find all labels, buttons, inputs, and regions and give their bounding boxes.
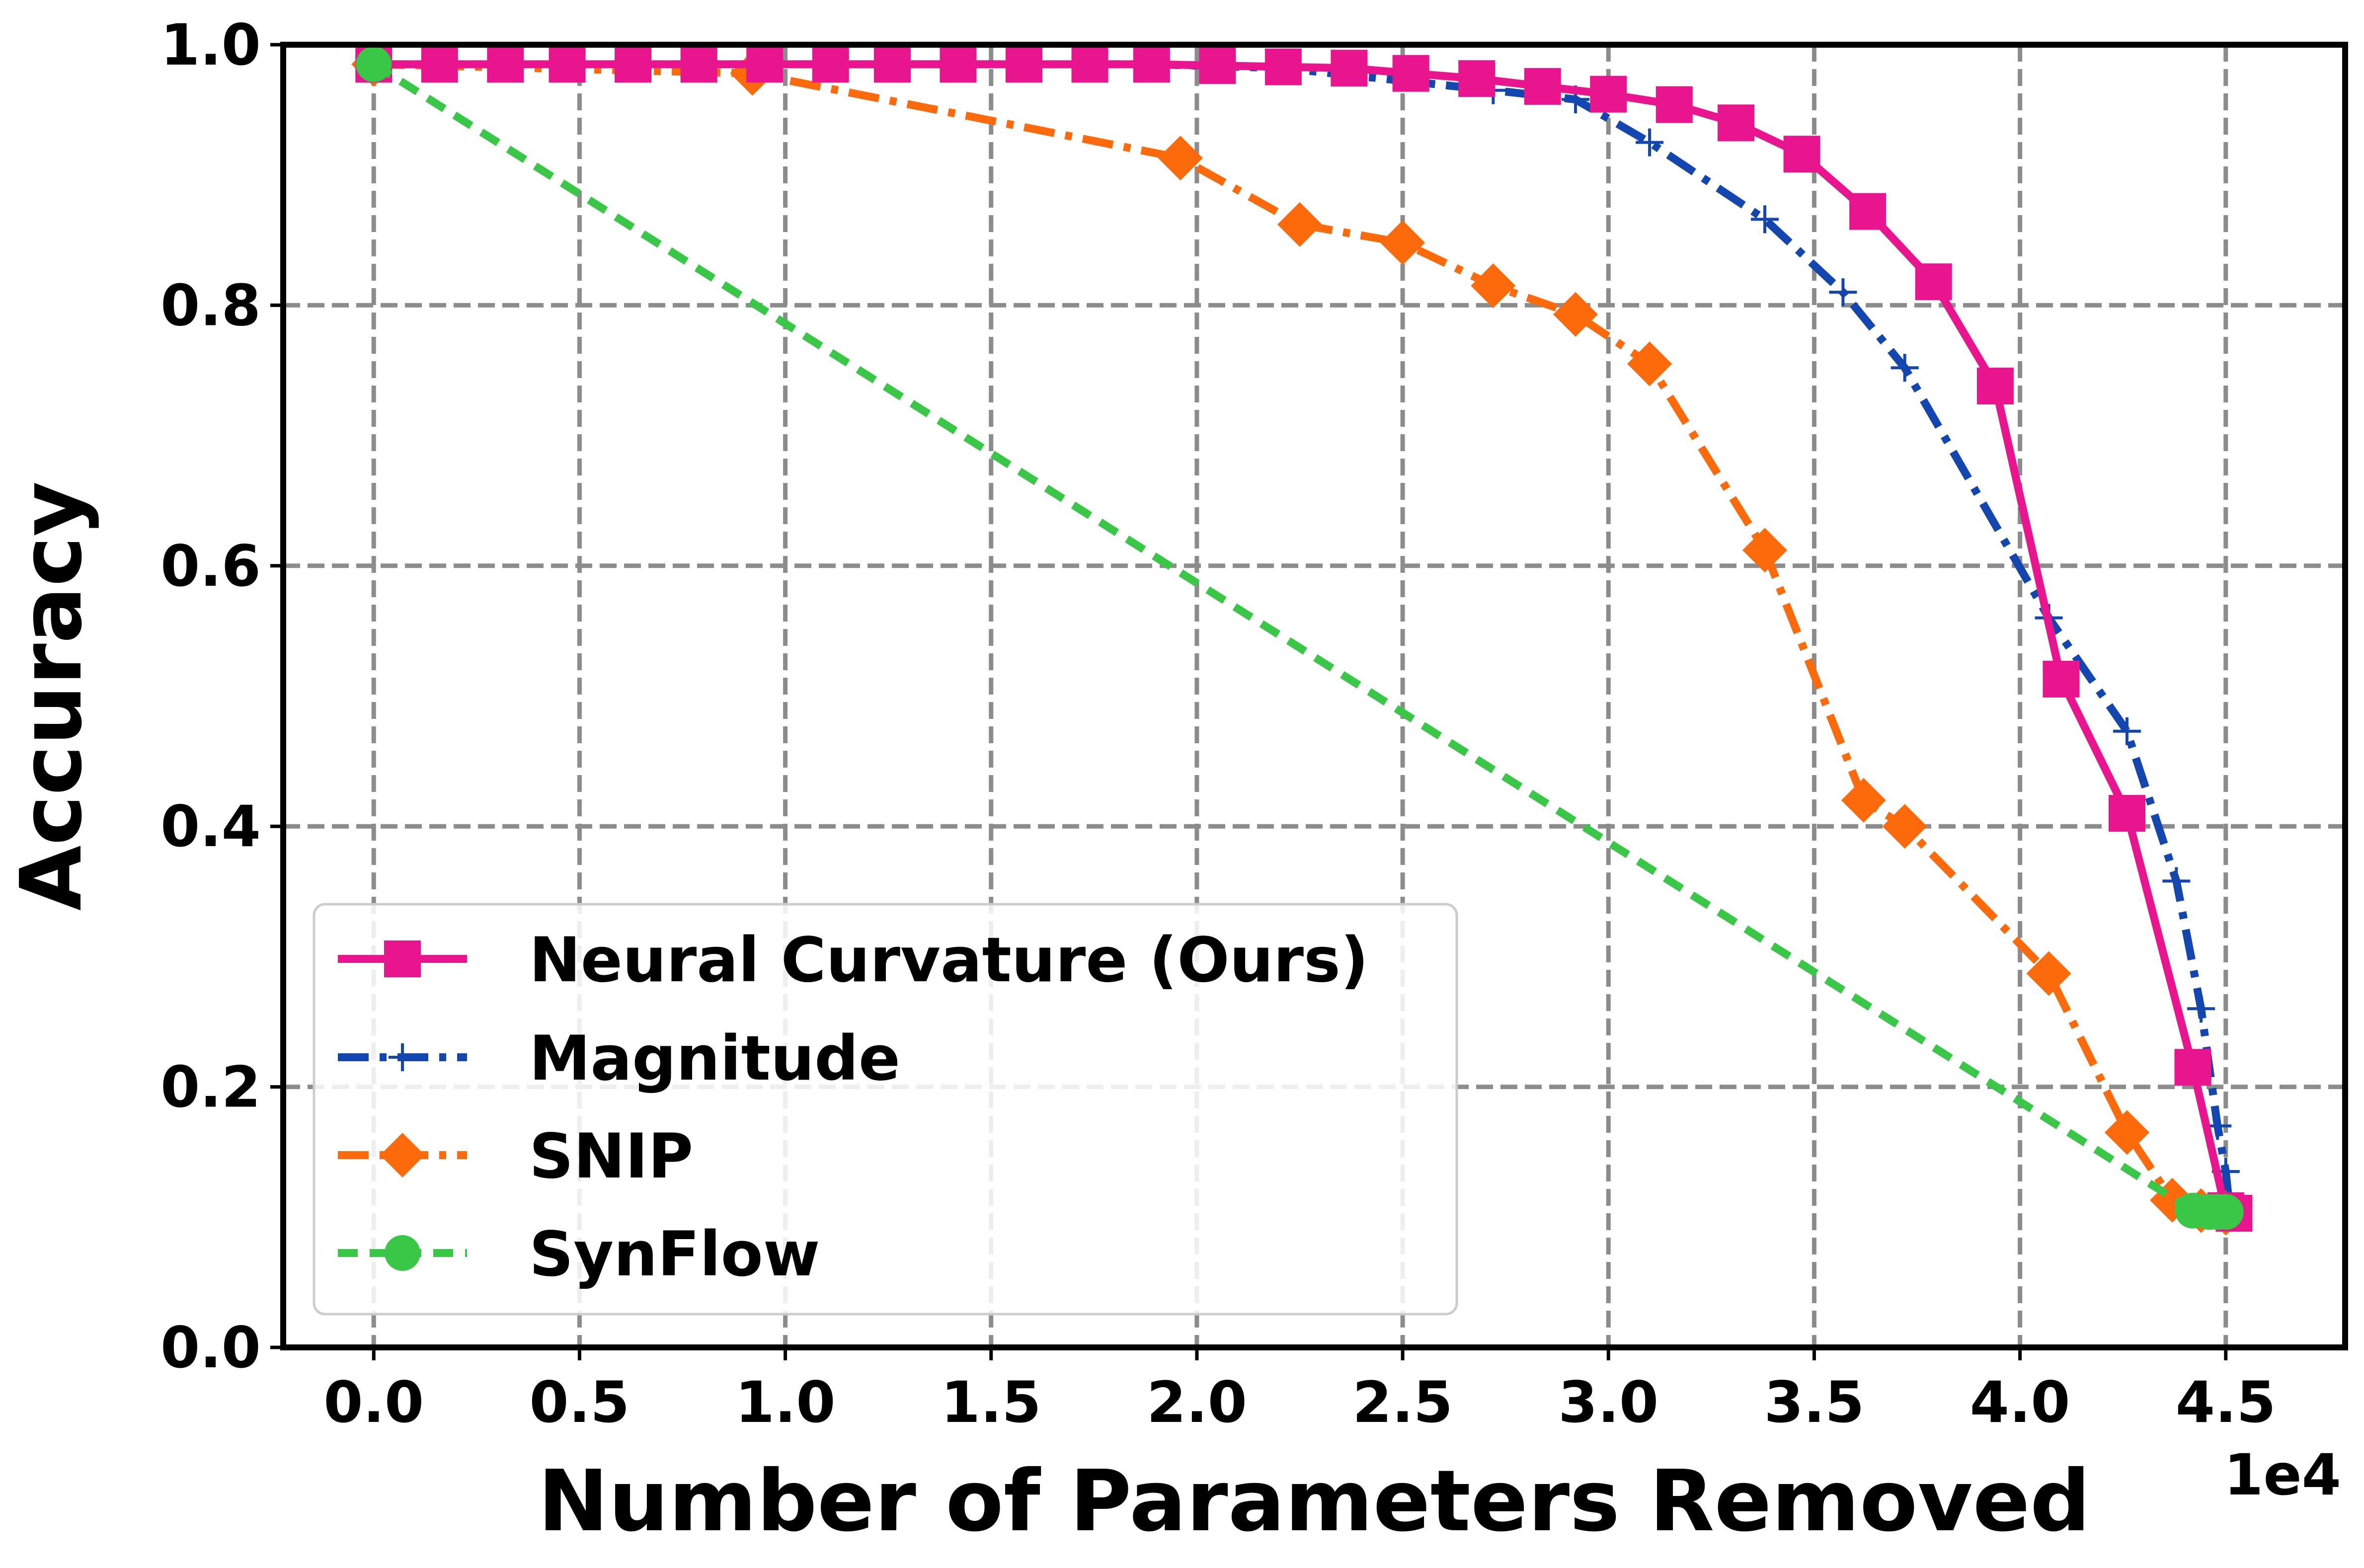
data-point-magnitude — [2162, 867, 2191, 895]
data-point-neural-curvature-ours — [1655, 86, 1693, 123]
x-tick-label: 3.5 — [1764, 1369, 1864, 1435]
x-tick-label: 1.5 — [941, 1369, 1041, 1435]
legend-label-magnitude: Magnitude — [529, 1023, 900, 1095]
data-point-magnitude — [1829, 278, 1857, 307]
data-point-neural-curvature-ours — [1264, 48, 1302, 85]
data-point-magnitude — [1751, 205, 1779, 234]
legend-box — [313, 903, 1458, 1316]
data-point-neural-curvature-ours — [940, 46, 977, 83]
data-point-neural-curvature-ours — [812, 46, 849, 83]
data-point-snip — [1841, 778, 1886, 823]
data-point-neural-curvature-ours — [2108, 794, 2145, 832]
y-tick-label: 0.2 — [160, 1054, 261, 1120]
plot-frame — [280, 42, 2348, 1350]
data-point-magnitude — [1891, 354, 1919, 382]
data-point-neural-curvature-ours — [1590, 76, 1627, 113]
x-tick-label: 0.5 — [529, 1369, 630, 1435]
data-point-neural-curvature-ours — [746, 46, 784, 83]
data-point-snip — [1471, 263, 1516, 309]
data-point-snip — [2104, 1110, 2149, 1155]
data-point-magnitude — [2187, 995, 2215, 1023]
data-point-magnitude — [2113, 717, 2141, 745]
legend-marker-snip — [380, 1133, 425, 1177]
data-point-neural-curvature-ours — [1458, 60, 1496, 97]
x-tick-label: 1.0 — [735, 1369, 836, 1435]
series-synflow — [356, 46, 2244, 1230]
data-point-synflow — [2207, 1194, 2244, 1230]
legend-marker-neural-curvature-ours — [384, 941, 421, 977]
y-tick-label: 0.4 — [160, 793, 261, 860]
data-point-neural-curvature-ours — [1133, 46, 1170, 83]
data-point-snip — [1380, 220, 1425, 265]
data-point-neural-curvature-ours — [1976, 367, 2014, 404]
y-tick-label: 1.0 — [160, 12, 261, 78]
tick-layer: 0.0 0.5 1.0 1.5 2.0 2.5 3.0 3.5 4.0 4.5 0.0 0.2 0.4 0… — [160, 12, 2276, 1435]
data-point-neural-curvature-ours — [680, 46, 717, 83]
data-point-neural-curvature-ours — [1915, 263, 1952, 301]
data-point-snip — [1553, 292, 1598, 337]
data-point-snip — [1742, 528, 1788, 573]
x-tick-label: 0.0 — [323, 1369, 424, 1435]
data-point-neural-curvature-ours — [1392, 55, 1429, 92]
data-point-neural-curvature-ours — [1331, 50, 1368, 87]
data-point-snip — [1277, 202, 1323, 247]
series-neural-curvature-ours — [355, 46, 2253, 1232]
data-point-neural-curvature-ours — [1199, 47, 1236, 84]
legend-marker-synflow — [385, 1235, 420, 1271]
data-point-neural-curvature-ours — [873, 46, 911, 83]
legend-label-synflow: SynFlow — [529, 1219, 820, 1290]
data-point-neural-curvature-ours — [421, 46, 458, 83]
series-layer — [351, 42, 2253, 1236]
x-tick-label: 2.0 — [1147, 1369, 1247, 1435]
x-tick-label: 4.0 — [1970, 1369, 2070, 1435]
y-tick-label: 0.6 — [160, 533, 261, 599]
data-point-neural-curvature-ours — [549, 46, 586, 83]
legend-label-snip: SNIP — [529, 1121, 693, 1192]
data-point-neural-curvature-ours — [1849, 193, 1887, 230]
legend-marker-magnitude — [389, 1043, 416, 1071]
legend-label-neural-curvature-ours: Neural Curvature (Ours) — [529, 925, 1369, 996]
data-point-neural-curvature-ours — [615, 46, 652, 83]
data-point-neural-curvature-ours — [2174, 1049, 2211, 1086]
x-offset-label: 1e4 — [2224, 1442, 2341, 1508]
y-tick-label: 0.0 — [160, 1315, 261, 1381]
x-tick-label: 4.5 — [2176, 1369, 2276, 1435]
data-point-neural-curvature-ours — [2043, 660, 2080, 698]
data-point-neural-curvature-ours — [1524, 68, 1561, 105]
data-point-neural-curvature-ours — [1071, 46, 1108, 83]
series-line-snip — [374, 60, 2226, 1217]
data-point-neural-curvature-ours — [1006, 46, 1043, 83]
data-point-snip — [1158, 136, 1203, 181]
data-point-neural-curvature-ours — [1718, 104, 1755, 142]
data-point-snip — [1882, 804, 1927, 849]
y-axis-label: Accuracy — [2, 481, 101, 911]
legend: Neural Curvature (Ours) Magnitude SNIP SynF… — [313, 903, 1458, 1316]
data-point-synflow — [356, 46, 392, 82]
x-tick-label: 2.5 — [1352, 1369, 1453, 1435]
x-axis-label: Number of Parameters Removed — [538, 1452, 2091, 1551]
data-point-neural-curvature-ours — [1783, 136, 1820, 173]
data-point-neural-curvature-ours — [487, 46, 524, 83]
data-point-snip — [2026, 951, 2071, 996]
x-tick-label: 3.0 — [1558, 1369, 1658, 1435]
data-point-snip — [1627, 341, 1672, 387]
y-tick-label: 0.8 — [160, 272, 261, 338]
data-point-magnitude — [1636, 128, 1664, 157]
